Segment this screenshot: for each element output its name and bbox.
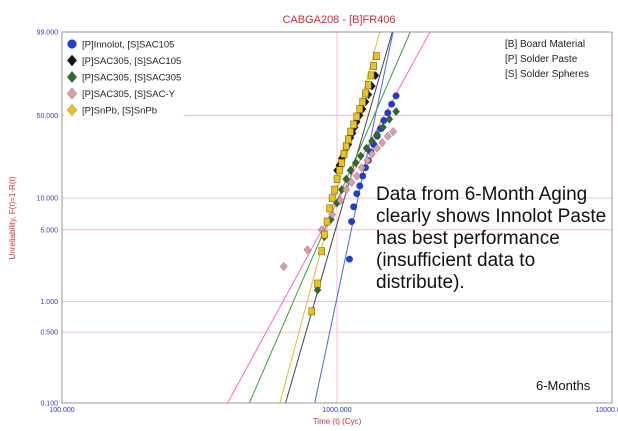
x-tick-label: 100.000	[49, 407, 74, 414]
data-point	[379, 122, 387, 132]
data-point	[346, 255, 353, 263]
data-point	[356, 105, 364, 113]
data-point	[333, 175, 341, 183]
data-point	[342, 142, 350, 151]
legend-entry: [P]Innolot, [S]SAC105	[82, 40, 174, 51]
legend-background	[64, 37, 184, 122]
data-point	[303, 245, 312, 255]
data-point	[353, 112, 361, 121]
fit-line	[285, 31, 393, 404]
data-point	[368, 136, 376, 146]
data-point	[363, 155, 372, 165]
data-point	[357, 163, 366, 173]
period-label: 6-Months	[536, 378, 591, 393]
data-point	[389, 127, 397, 137]
y-tick-label: 99.000	[37, 30, 59, 37]
data-point	[326, 204, 333, 213]
x-axis-label: Time (t) (Cyc)	[313, 417, 362, 426]
data-point	[370, 62, 377, 70]
data-point	[385, 114, 394, 124]
data-point	[346, 165, 355, 175]
data-point	[359, 97, 366, 106]
data-point	[313, 285, 322, 295]
data-point	[378, 138, 386, 148]
data-point	[392, 92, 400, 100]
key-entry: [B] Board Material	[505, 39, 585, 50]
data-point	[362, 143, 371, 153]
legend: [P]Innolot, [S]SAC105 [P]SAC305, [S]SAC10…	[64, 37, 184, 122]
data-point	[373, 52, 380, 61]
y-tick-label: 5.000	[40, 227, 58, 234]
data-point	[356, 151, 365, 161]
data-point	[345, 135, 352, 144]
data-point	[353, 190, 361, 198]
data-point	[362, 89, 369, 98]
data-point	[308, 307, 316, 316]
plot-frame	[61, 31, 613, 404]
data-point	[318, 247, 325, 256]
y-tick-label: 10.000	[37, 196, 59, 203]
data-point	[380, 117, 388, 124]
legend-marker	[67, 54, 77, 67]
y-tick-label: 50.000	[37, 113, 59, 120]
data-point	[347, 177, 356, 187]
data-point	[384, 109, 392, 117]
data-point	[314, 279, 321, 288]
data-point	[340, 150, 348, 158]
data-point	[328, 194, 336, 203]
data-point	[350, 120, 357, 129]
data-point	[373, 130, 381, 140]
data-point	[342, 185, 350, 195]
key-entry: [S] Solder Spheres	[505, 69, 589, 80]
legend-entry: [P]SnPb, [S]SnPb	[82, 106, 157, 117]
legend-entry: [P]SAC305, [S]SAC105	[82, 56, 181, 67]
data-point	[368, 149, 376, 159]
data-point	[336, 196, 345, 205]
y-axis-label: Unreliability, F(t)=1-R(t)	[8, 176, 17, 259]
y-tick-label: 0.100	[40, 401, 58, 408]
tick-labels: 100.000 1000.000 10000.000 99.000 50.000 10.0…	[37, 30, 618, 415]
y-tick-label: 0.500	[40, 330, 58, 337]
data-point	[348, 218, 356, 226]
data-point	[351, 158, 360, 168]
legend-marker	[67, 87, 77, 100]
x-tick-label: 10000.000	[595, 407, 618, 414]
data-points	[279, 52, 400, 316]
data-point	[342, 174, 350, 184]
data-point	[365, 80, 372, 89]
legend-marker	[67, 104, 77, 116]
key-entry: [P] Solder Paste	[505, 54, 578, 65]
legend-marker	[67, 39, 77, 49]
data-point	[392, 107, 400, 116]
data-point	[328, 210, 336, 219]
data-point	[388, 100, 396, 108]
data-point	[323, 217, 331, 226]
data-point	[321, 230, 328, 239]
data-point	[331, 185, 338, 194]
data-point	[336, 166, 343, 175]
data-point	[347, 127, 354, 136]
data-point	[350, 203, 358, 211]
data-point	[383, 131, 392, 141]
x-tick-label: 1000.000	[322, 407, 351, 414]
data-point	[279, 262, 288, 272]
data-point	[352, 171, 361, 181]
legend-entry: [P]SAC305, [S]SAC305	[82, 73, 181, 84]
key-background	[500, 36, 608, 84]
data-point	[367, 71, 375, 80]
legend-marker	[67, 71, 77, 83]
y-tick-label: 1.000	[40, 299, 58, 306]
data-point	[338, 158, 345, 167]
data-point	[373, 143, 381, 153]
data-point	[356, 182, 364, 190]
key-box: [B] Board Material [P] Solder Paste [S] So…	[500, 36, 608, 84]
legend-entry: [P]SAC305, [S]SAC-Y	[82, 89, 176, 100]
annotation-text: Data from 6-Month Aging clearly shows In…	[376, 184, 607, 293]
fit-line	[314, 31, 394, 404]
chart-title: CABGA208 - [B]FR406	[282, 14, 395, 26]
